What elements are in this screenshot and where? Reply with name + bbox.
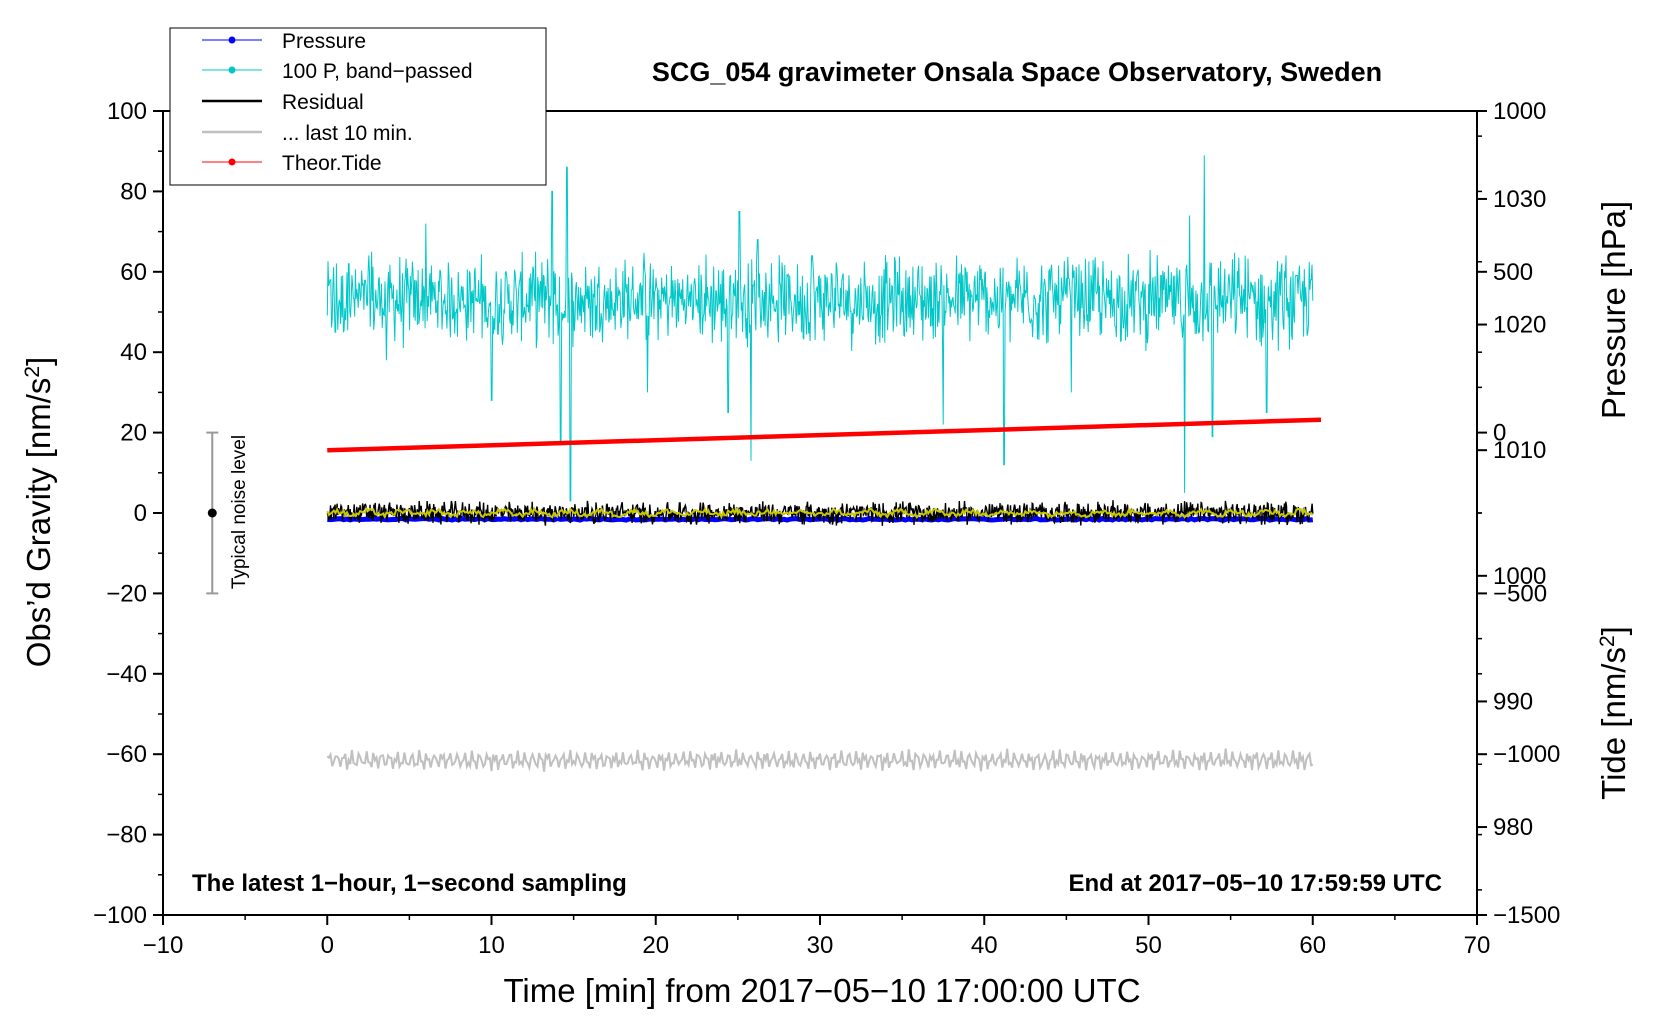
axes-layer: −10 0 10 20 30 40 50 60 70100806040200−20−40−60−… (93, 98, 1560, 959)
y-pressure-tick-label: 1030 (1493, 186, 1546, 213)
x-tick-label: −10 (143, 932, 184, 959)
annotation-latest-hour: The latest 1−hour, 1−second sampling (192, 870, 627, 897)
y-tide-tick-label: 1000 (1493, 98, 1546, 125)
y-left-tick-label: −20 (106, 580, 147, 607)
series-theor-tide-line (327, 417, 1322, 453)
y-pressure-tick-label: 1020 (1493, 312, 1546, 339)
legend-label-residual: Residual (282, 91, 364, 114)
x-tick-label: 10 (478, 932, 505, 959)
y-pressure-tick-label: 990 (1493, 688, 1533, 715)
x-tick-label: 40 (971, 932, 998, 959)
chart-title: SCG_054 gravimeter Onsala Space Observat… (652, 57, 1382, 87)
legend: Pressure 100 P, band−passed Residual ...… (169, 27, 547, 186)
series-layer (326, 155, 1322, 772)
y-left-tick-label: −60 (106, 741, 147, 768)
x-tick-label: 50 (1135, 932, 1162, 959)
y-left-tick-label: −100 (93, 902, 147, 929)
noise-level-indicator: Typical noise level (206, 431, 250, 595)
y-tide-tick-label: −1500 (1493, 902, 1560, 929)
x-axis-label: Time [min] from 2017−05−10 17:00:00 UTC (503, 972, 1140, 1009)
y-axis-label-left: Obs’d Gravity [nm/s2] (20, 357, 57, 668)
y-left-tick-label: −40 (106, 661, 147, 688)
x-tick-label: 0 (321, 932, 334, 959)
y-left-tick-label: 0 (134, 500, 147, 527)
series-residual-line (326, 500, 1314, 526)
noise-level-label: Typical noise level (229, 435, 250, 589)
x-tick-label: 30 (807, 932, 834, 959)
x-tick-label: 60 (1299, 932, 1326, 959)
legend-swatch-marker (228, 158, 236, 166)
noise-bar-center-dot (207, 508, 217, 518)
y-left-tick-label: −80 (106, 822, 147, 849)
y-left-tick-label: 60 (120, 259, 147, 286)
y-axis-label-tide: Tide [nm/s2] (1595, 626, 1632, 800)
y-left-tick-label: 40 (120, 339, 147, 366)
y-pressure-tick-label: 1010 (1493, 437, 1546, 464)
y-left-tick-label: 100 (107, 98, 147, 125)
y-pressure-tick-label: 980 (1493, 814, 1533, 841)
y-pressure-tick-label: 1000 (1493, 563, 1546, 590)
y-left-tick-label: 20 (120, 420, 147, 447)
y-axis-label-pressure: Pressure [hPa] (1595, 201, 1632, 419)
legend-label-pressure: Pressure (282, 30, 366, 53)
y-tide-tick-label: −500 (1493, 580, 1547, 607)
series-last-10-min-line (326, 748, 1314, 772)
series-residual-smoothed-line (326, 506, 1314, 520)
legend-label-band-passed: 100 P, band−passed (282, 60, 473, 83)
x-tick-label: 20 (642, 932, 669, 959)
series-band-passed-line (326, 155, 1314, 502)
y-left-tick-label: 80 (120, 178, 147, 205)
x-tick-label: 70 (1464, 932, 1491, 959)
legend-label-theor-tide: Theor.Tide (282, 152, 382, 175)
y-tide-tick-label: 500 (1493, 259, 1533, 286)
legend-label-last-10-min: ... last 10 min. (282, 122, 413, 145)
legend-swatch-marker (228, 66, 236, 74)
legend-swatch-marker (228, 36, 236, 44)
annotation-end-time: End at 2017−05−10 17:59:59 UTC (1068, 870, 1442, 897)
y-tide-tick-label: 0 (1493, 420, 1506, 447)
y-tide-tick-label: −1000 (1493, 741, 1560, 768)
